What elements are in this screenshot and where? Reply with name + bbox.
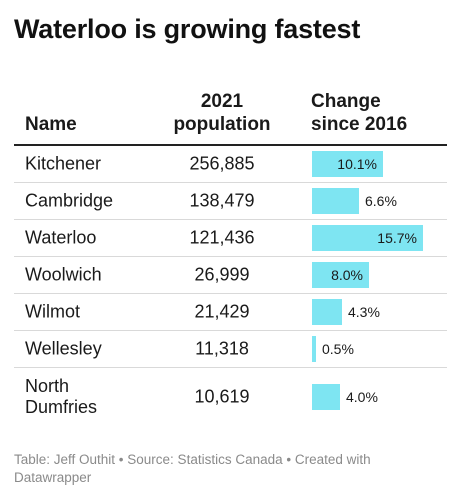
table-body: Kitchener 256,885 10.1% Cambridge 138,479 6.6… [14, 146, 447, 426]
table-row: Cambridge 138,479 6.6% [14, 183, 447, 220]
cell-name: Wilmot [25, 302, 155, 323]
cell-change: 8.0% [312, 262, 444, 288]
table-row: North Dumfries 10,619 4.0% [14, 368, 447, 426]
table-row: Wilmot 21,429 4.3% [14, 294, 447, 331]
table-row: Kitchener 256,885 10.1% [14, 146, 447, 183]
data-table: Name 2021 population Change since 2016 K… [14, 84, 447, 426]
column-header-population-line-1: 2021 [200, 91, 244, 112]
change-bar-label: 4.0% [346, 389, 378, 405]
column-header-change-line-1: Change [311, 91, 381, 112]
cell-change: 10.1% [312, 151, 444, 177]
cell-name: North Dumfries [25, 376, 155, 418]
table-row: Woolwich 26,999 8.0% [14, 257, 447, 294]
cell-population: 10,619 [194, 386, 250, 407]
change-bar [312, 151, 383, 177]
change-bar-label: 10.1% [337, 156, 377, 172]
cell-name-line: Wilmot [25, 301, 80, 322]
table-header: Name 2021 population Change since 2016 [14, 84, 447, 146]
change-bar-label: 15.7% [377, 230, 417, 246]
cell-name-line: Cambridge [25, 190, 114, 211]
cell-name-line: Waterloo [25, 227, 97, 248]
cell-change: 4.3% [312, 299, 444, 325]
cell-name-line: Woolwich [25, 264, 102, 285]
cell-population: 121,436 [189, 227, 255, 248]
table-row: Waterloo 121,436 15.7% [14, 220, 447, 257]
cell-population: 256,885 [189, 153, 255, 174]
cell-population: 11,318 [195, 338, 249, 359]
column-header-change-line-2: since 2016 [311, 114, 408, 135]
cell-name: Woolwich [25, 265, 155, 286]
change-bar-label: 8.0% [331, 267, 363, 283]
cell-population: 138,479 [189, 190, 255, 211]
cell-change: 4.0% [312, 384, 444, 410]
table-row: Wellesley 11,318 0.5% [14, 331, 447, 368]
cell-name: Wellesley [25, 339, 155, 360]
change-bar [312, 299, 342, 325]
change-bar [312, 262, 369, 288]
change-bar [312, 336, 316, 362]
cell-name-line: Wellesley [25, 338, 102, 359]
cell-population: 26,999 [194, 264, 250, 285]
cell-name-line: Dumfries [25, 397, 98, 417]
cell-change: 6.6% [312, 188, 444, 214]
change-bar-label: 0.5% [322, 341, 354, 357]
change-bar [312, 188, 359, 214]
footer-credits: Table: Jeff Outhit • Source: Statistics … [14, 452, 371, 485]
change-bar-label: 6.6% [365, 193, 397, 209]
cell-change: 15.7% [312, 225, 444, 251]
cell-name-line: Kitchener [25, 153, 102, 174]
cell-name-line: North [25, 376, 70, 396]
cell-name: Waterloo [25, 228, 155, 249]
cell-name: Kitchener [25, 154, 155, 175]
change-bar [312, 384, 340, 410]
cell-population: 21,429 [194, 301, 250, 322]
column-header-population-line-2: population [173, 114, 271, 135]
column-header-change[interactable]: Change since 2016 [311, 90, 407, 136]
cell-name: Cambridge [25, 191, 155, 212]
chart-title: Waterloo is growing fastest [14, 14, 361, 44]
column-header-name[interactable]: Name [25, 114, 77, 135]
cell-change: 0.5% [312, 336, 444, 362]
change-bar-label: 4.3% [348, 304, 380, 320]
change-bar [312, 225, 423, 251]
column-header-population[interactable]: 2021 population [166, 90, 278, 136]
